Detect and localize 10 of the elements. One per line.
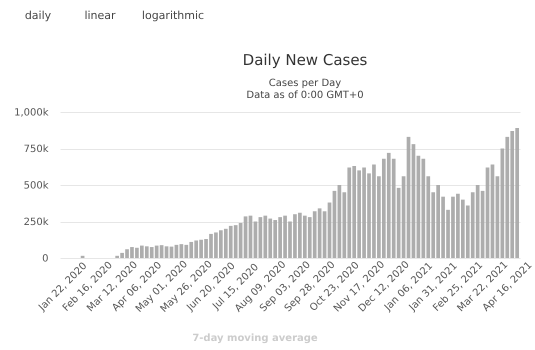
text: linear [84, 9, 116, 22]
y-tick-label: 750k [24, 144, 49, 155]
text: daily [24, 9, 52, 22]
y-tick-label: 250k [24, 217, 49, 228]
y-tick-label: 1,000k [14, 108, 49, 118]
text: logarithmic [142, 9, 204, 22]
chart-title: Daily New Cases [242, 51, 368, 69]
y-tick-label: 0 [42, 254, 48, 264]
y-tick-label: 500k [24, 180, 49, 192]
chart-subtitle: Cases per Day Data as of 0:00 GMT+0 [246, 78, 364, 101]
